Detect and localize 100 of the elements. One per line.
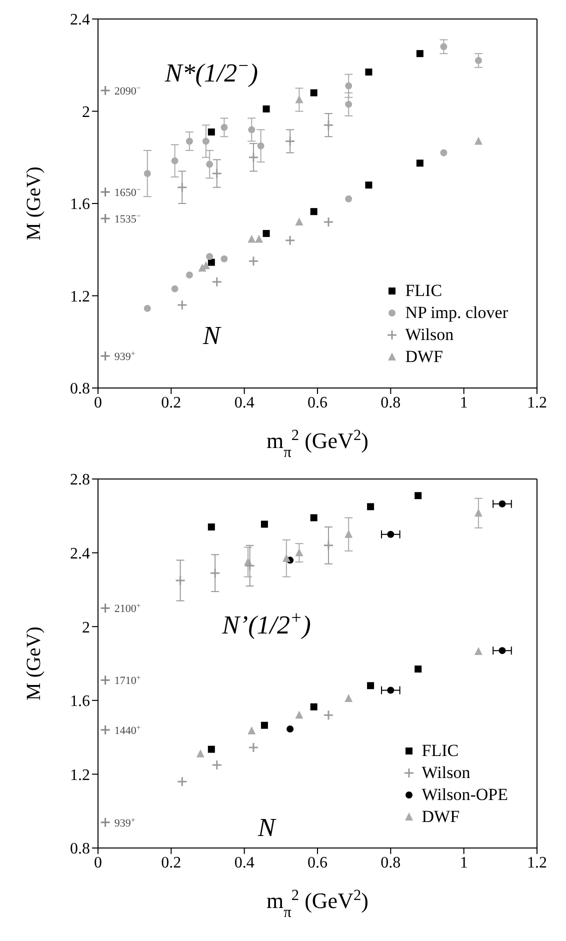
point [474,57,482,64]
x-tick-label: 1 [460,394,468,412]
point [416,50,424,58]
point [144,304,151,312]
legend-label: Wilson [422,762,470,784]
point [440,43,448,50]
legend-label: DWF [422,806,460,828]
x-axis-title: m$_{π}$$^{2}$ (GeV$^{2}$) [266,886,369,920]
point [220,124,228,131]
y-tick-label: 2.8 [70,472,90,489]
annotation: N’(1/2$^{+}$) [221,608,311,640]
point [254,234,263,243]
annotation: 1535$^{−}$ [114,210,141,226]
point [244,560,256,571]
annotation: 2100$^{+}$ [114,600,141,616]
x-tick-label: 0.2 [161,394,182,412]
point [100,85,111,96]
point [474,136,482,145]
annotation: 939$^{+}$ [114,348,136,363]
y-axis-title: M (GeV) [23,166,45,240]
point [295,710,304,719]
point [365,68,372,76]
x-tick-label: 0.2 [161,854,182,872]
point [206,253,214,260]
point [171,157,178,164]
point [387,530,394,538]
point [367,503,374,510]
point [262,105,270,112]
point [310,703,318,710]
point [323,120,334,130]
point [186,271,193,278]
y-tick-label: 1.6 [70,693,90,710]
y-tick-label: 1.2 [70,288,90,306]
x-tick-label: 1.2 [527,854,547,872]
legend-label: Wilson [405,324,454,346]
point [295,95,304,104]
point [260,722,268,729]
point [248,152,259,163]
point [248,742,259,753]
legend-label: FLIC [405,280,442,302]
point [176,182,188,193]
point [286,725,294,732]
point [212,276,222,288]
annotation: N [256,813,277,842]
point [260,520,268,528]
point [100,724,111,736]
point [248,256,259,266]
y-tick-label: 0.8 [70,380,90,398]
point [100,602,111,614]
x-tick-label: 0.8 [380,394,401,412]
point [262,230,270,237]
annotation: 2090$^{−}$ [114,82,141,98]
point [416,160,424,167]
x-tick-label: 0.6 [308,854,328,872]
point [208,746,215,753]
annotation: 1650$^{−}$ [114,184,141,199]
point [440,149,448,156]
point [186,138,193,145]
annotation: N [202,320,222,350]
annotation: 939$^{+}$ [114,814,136,830]
point [100,186,111,198]
x-tick-label: 0.6 [308,394,328,412]
annotation: N*(1/2$^{−}$) [164,56,258,88]
annotation: 1710$^{+}$ [114,672,141,688]
point [212,760,222,770]
point [220,255,228,262]
x-tick-label: 0.4 [234,394,254,412]
point [323,540,334,551]
point [257,142,264,150]
point [171,285,178,292]
y-tick-label: 2 [82,104,90,121]
point [212,168,222,179]
point [498,647,506,654]
y-tick-label: 2.4 [70,12,90,29]
point [310,208,318,216]
point [284,235,296,246]
point [248,726,256,734]
point [100,350,111,362]
point [144,170,151,178]
point [176,300,188,310]
y-axis-title: M (GeV) [23,626,45,700]
point [387,686,394,694]
annotation: 1440$^{+}$ [114,722,141,737]
point [345,82,352,90]
y-tick-label: 2 [82,619,90,636]
point [323,710,334,720]
point [208,258,215,266]
legend-label: Wilson-OPE [422,784,508,806]
x-axis-title: m$_{π}$$^{2}$ (GeV$^{2}$) [266,426,369,460]
point [208,128,215,136]
point [345,195,352,202]
legend-label: FLIC [422,740,459,762]
point [176,776,188,787]
point [344,530,353,538]
point [206,160,214,168]
point [175,575,186,586]
point [248,126,256,134]
point [295,548,304,556]
point [310,514,318,522]
point [282,554,290,562]
